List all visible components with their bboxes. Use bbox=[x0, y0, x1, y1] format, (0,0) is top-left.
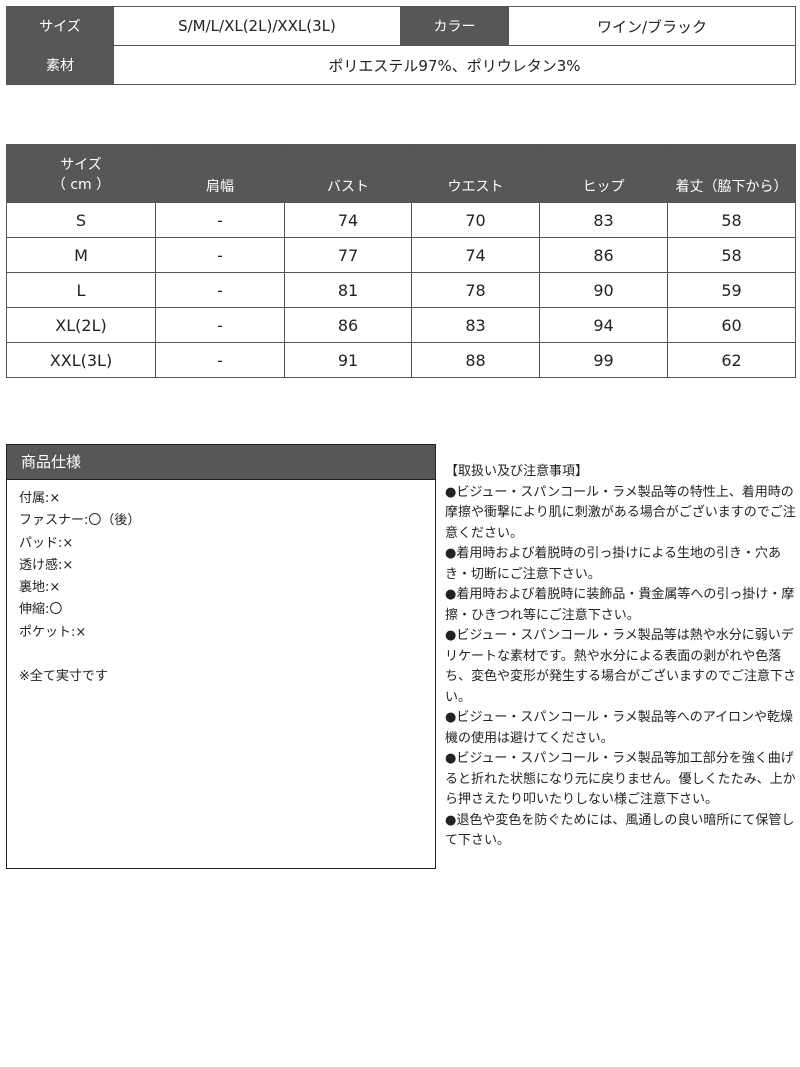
note-item: ●ビジュー・スパンコール・ラメ製品等は熱や水分に弱いデリケートな素材です。熱や水… bbox=[445, 628, 797, 705]
table-cell: 94 bbox=[539, 307, 668, 343]
table-cell: S bbox=[6, 202, 156, 238]
table-cell: M bbox=[6, 237, 156, 273]
table-cell: 90 bbox=[539, 272, 668, 308]
spec-item: 付属:× bbox=[19, 491, 61, 506]
spec-title: 商品仕様 bbox=[7, 445, 435, 480]
material-label: 素材 bbox=[6, 45, 114, 85]
spec-item: 裏地:× bbox=[19, 580, 61, 596]
color-value: ワイン/ブラック bbox=[508, 6, 796, 46]
color-label: カラー bbox=[400, 6, 509, 46]
table-cell: L bbox=[6, 272, 156, 308]
size-value: S/M/L/XL(2L)/XXL(3L) bbox=[113, 6, 401, 46]
spec-item: パッド:× bbox=[19, 535, 74, 551]
table-cell: 70 bbox=[411, 202, 540, 238]
table-cell: - bbox=[155, 307, 285, 343]
table-row: XXL(3L) -91 88 99 62 bbox=[6, 342, 796, 378]
table-cell: - bbox=[155, 342, 285, 378]
size-header: ウエスト bbox=[411, 144, 540, 203]
table-cell: 58 bbox=[667, 202, 796, 238]
spec-item: 透け感:× bbox=[19, 557, 74, 573]
table-cell: - bbox=[155, 237, 285, 273]
table-cell: 59 bbox=[667, 272, 796, 308]
table-row: XL(2L) -86 83 94 60 bbox=[6, 307, 796, 343]
spec-note: ※全て実寸です bbox=[19, 669, 108, 685]
table-cell: 62 bbox=[667, 342, 796, 378]
table-cell: 91 bbox=[284, 342, 412, 378]
note-item: ●ビジュー・スパンコール・ラメ製品等の特性上、着用時の摩擦や衝撃により肌に刺激が… bbox=[445, 484, 796, 541]
table-cell: 81 bbox=[284, 272, 412, 308]
table-cell: 78 bbox=[411, 272, 540, 308]
spec-panel: 商品仕様 付属:× ファスナー:〇（後） パッド:× 透け感:× 裏地:× 伸縮:〇ポケッ… bbox=[6, 444, 436, 869]
size-table: サイズ （ cm ）肩幅 バスト ウエスト ヒップ 着丈（脇下から） S -74 70 83 58… bbox=[6, 144, 796, 378]
note-item: ●ビジュー・スパンコール・ラメ製品等へのアイロンや乾燥機の使用は避けてください。 bbox=[445, 710, 794, 746]
table-cell: 60 bbox=[667, 307, 796, 343]
note-item: ●ビジュー・スパンコール・ラメ製品等加工部分を強く曲げると折れた状態になり元に戻… bbox=[445, 751, 796, 807]
size-header: 着丈（脇下から） bbox=[667, 144, 796, 203]
size-header: サイズ （ cm ） bbox=[6, 144, 156, 203]
material-value: ポリエステル97%、ポリウレタン3% bbox=[113, 45, 796, 85]
table-cell: 77 bbox=[284, 237, 412, 273]
table-cell: 74 bbox=[411, 237, 540, 273]
table-cell: XXL(3L) bbox=[6, 342, 156, 378]
spec-item: 伸縮:〇 bbox=[19, 602, 63, 618]
table-cell: 58 bbox=[667, 237, 796, 273]
table-row: L -81 78 90 59 bbox=[6, 272, 796, 308]
table-cell: - bbox=[155, 202, 285, 238]
care-notes: 【取扱い及び注意事項】 ●ビジュー・スパンコール・ラメ製品等の特性上、着用時の摩… bbox=[445, 462, 797, 852]
note-item: ●着用時および着脱時に装飾品・貴金属等への引っ掛け・摩擦・ひきつれ等にご注意下さ… bbox=[445, 587, 795, 623]
size-label: サイズ bbox=[6, 6, 114, 46]
table-cell: 88 bbox=[411, 342, 540, 378]
table-cell: XL(2L) bbox=[6, 307, 156, 343]
note-item: ●退色や変色を防ぐためには、風通しの良い暗所にて保管して下さい。 bbox=[445, 812, 795, 849]
size-header: バスト bbox=[284, 144, 412, 203]
table-cell: 86 bbox=[539, 237, 668, 273]
size-header: ヒップ bbox=[539, 144, 668, 203]
table-cell: 99 bbox=[539, 342, 668, 378]
notes-title: 【取扱い及び注意事項】 bbox=[445, 464, 589, 479]
table-row: S -74 70 83 58 bbox=[6, 202, 796, 238]
size-header: 肩幅 bbox=[155, 144, 285, 203]
table-cell: 86 bbox=[284, 307, 412, 343]
table-cell: 74 bbox=[284, 202, 412, 238]
note-item: ●着用時および着脱時の引っ掛けによる生地の引き・穴あき・切断にご注意下さい。 bbox=[445, 546, 781, 582]
product-info-table: サイズ S/M/L/XL(2L)/XXL(3L) カラー ワイン/ブラック 素材 ポリエ… bbox=[6, 6, 796, 85]
spec-item: ポケット:× bbox=[19, 624, 87, 640]
table-row: M -77 74 86 58 bbox=[6, 237, 796, 273]
spec-item: ファスナー:〇（後） bbox=[19, 513, 141, 529]
table-cell: - bbox=[155, 272, 285, 308]
table-cell: 83 bbox=[539, 202, 668, 238]
table-cell: 83 bbox=[411, 307, 540, 343]
